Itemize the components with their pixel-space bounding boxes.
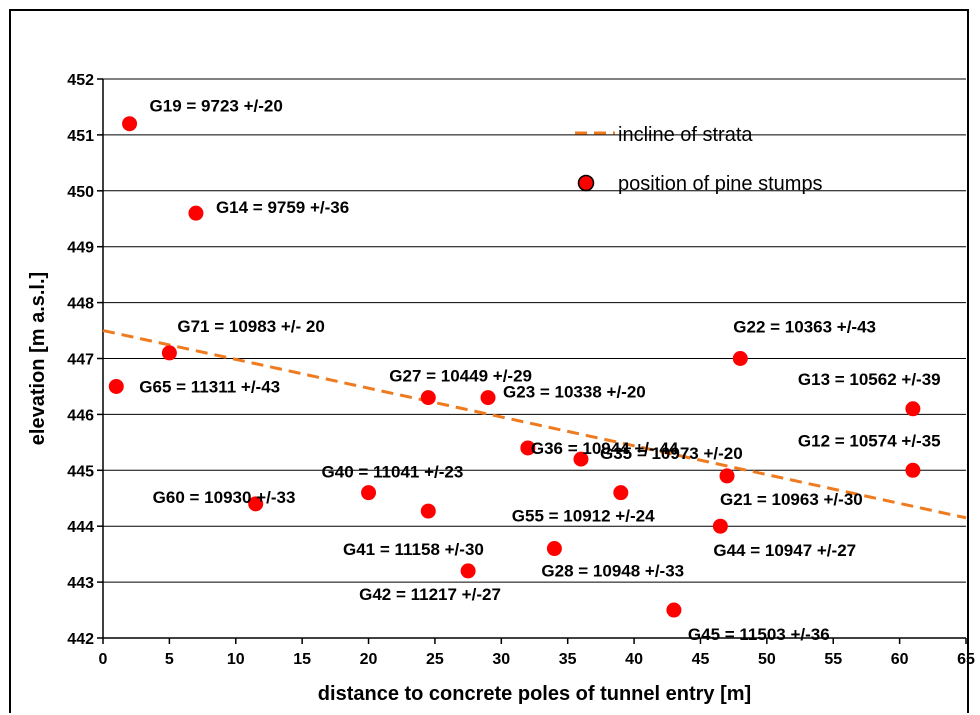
y-tick-label: 446 <box>67 407 94 424</box>
point-label: G21 = 10963 +/-30 <box>720 490 863 509</box>
x-tick-label: 30 <box>492 651 510 668</box>
data-point <box>480 390 496 406</box>
data-point <box>248 496 264 512</box>
data-point <box>361 485 377 501</box>
point-label: G14 = 9759 +/-36 <box>216 198 349 217</box>
trend-line-group <box>102 329 967 520</box>
x-tick-label: 35 <box>559 651 577 668</box>
legend-label: incline of strata <box>618 124 753 146</box>
data-point <box>573 451 589 467</box>
point-label: G40 = 11041 +/-23 <box>322 463 464 482</box>
y-tick-label: 444 <box>67 519 94 536</box>
point-label: G71 = 10983 +/- 20 <box>177 317 324 336</box>
y-tick-label: 451 <box>67 128 94 145</box>
data-point <box>520 440 536 456</box>
x-tick-label: 0 <box>99 651 108 668</box>
point-label: G41 = 11158 +/-30 <box>343 540 484 559</box>
x-tick-label: 20 <box>360 651 378 668</box>
x-tick-label: 15 <box>293 651 311 668</box>
data-point <box>420 503 436 519</box>
data-point <box>122 116 138 132</box>
data-point <box>546 541 562 557</box>
y-tick-label: 445 <box>67 463 94 480</box>
point-label: G65 = 11311 +/-43 <box>139 377 280 396</box>
y-tick-label: 452 <box>67 72 94 89</box>
point-label: G22 = 10363 +/-43 <box>733 318 876 337</box>
point-label: G19 = 9723 +/-20 <box>150 97 283 116</box>
x-tick-label: 60 <box>891 651 909 668</box>
y-axis-title: elevation [m a.s.l.] <box>27 272 49 445</box>
point-labels-group: G19 = 9723 +/-20 G14 = 9759 +/-36 G71 = 10… <box>139 97 940 644</box>
y-tick-label: 442 <box>67 631 94 648</box>
legend-label: position of pine stumps <box>618 173 823 195</box>
y-tick-label: 450 <box>67 184 94 201</box>
x-tick-label: 10 <box>227 651 245 668</box>
x-axis-title: distance to concrete poles of tunnel ent… <box>318 683 751 705</box>
point-label: G42 = 11217 +/-27 <box>359 585 501 604</box>
data-point <box>719 468 735 484</box>
point-label: G55 = 10912 +/-24 <box>512 507 655 526</box>
data-point <box>613 485 629 501</box>
x-tick-label: 5 <box>165 651 174 668</box>
data-point <box>712 518 728 534</box>
point-label: G28 = 10948 +/-33 <box>541 562 684 581</box>
x-tick-label: 65 <box>957 651 975 668</box>
point-label: G12 = 10574 +/-35 <box>798 431 941 450</box>
point-label: G45 = 11503 +/-36 <box>688 625 830 644</box>
data-point <box>420 390 436 406</box>
data-point <box>161 345 177 361</box>
point-label: G44 = 10947 +/-27 <box>713 541 856 560</box>
data-point <box>108 378 124 394</box>
data-point <box>188 205 204 221</box>
chart-frame <box>9 9 969 713</box>
data-point <box>905 462 921 478</box>
x-tick-label: 40 <box>625 651 643 668</box>
y-tick-label: 449 <box>67 240 94 257</box>
y-tick-label: 448 <box>67 296 94 313</box>
legend: incline of strata position of pine stumps <box>575 124 823 195</box>
y-tick-label: 447 <box>67 352 94 369</box>
axes <box>97 78 967 644</box>
x-tick-label: 55 <box>824 651 842 668</box>
point-label: G23 = 10338 +/-20 <box>503 383 646 402</box>
x-tick-label: 50 <box>758 651 776 668</box>
x-tick-label: 25 <box>426 651 444 668</box>
data-point <box>666 602 682 618</box>
y-tick-label: 443 <box>67 575 94 592</box>
point-label: G27 = 10449 +/-29 <box>389 367 532 386</box>
data-point <box>732 351 748 366</box>
x-tick-label: 45 <box>692 651 710 668</box>
trend-line <box>102 329 967 520</box>
point-label: G35 = 10973 +/-20 <box>600 444 743 463</box>
legend-marker-swatch <box>577 174 595 192</box>
point-label: G60 = 10930 +/-33 <box>153 488 296 507</box>
points-group <box>108 116 921 618</box>
data-point <box>460 563 476 579</box>
point-label: G36 = 10944 +/- 44 <box>531 439 679 458</box>
data-point <box>905 401 921 417</box>
point-label: G13 = 10562 +/-39 <box>798 370 941 389</box>
